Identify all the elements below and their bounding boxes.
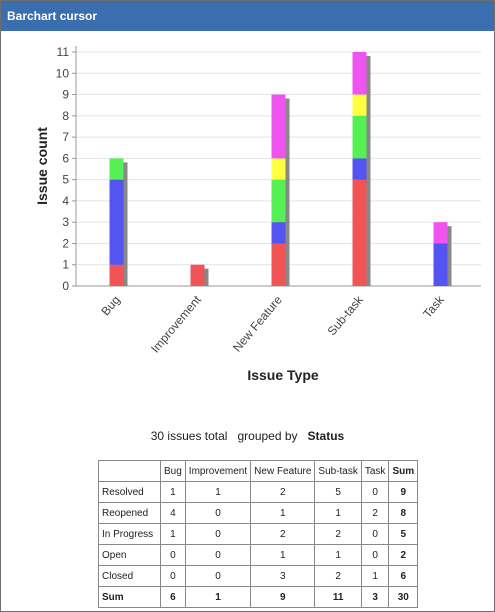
table-cell: 2 <box>314 523 362 545</box>
bar-segment <box>352 179 367 286</box>
table-cell: 1 <box>250 544 316 566</box>
bar-segment <box>352 115 367 159</box>
y-tick-label: 7 <box>62 130 69 144</box>
table-cell: 1 <box>250 502 316 524</box>
table-cell: 0 <box>184 565 252 587</box>
table-cell: In Progress <box>98 523 161 545</box>
table-row: Bug Improvement New Feature Sub-task Task Sum <box>98 460 419 482</box>
y-tick-label: 2 <box>62 236 69 250</box>
table-row: Resolved 1 1 2 5 0 9 <box>98 481 419 503</box>
bar-segment <box>109 179 124 265</box>
table-row: Open 0 0 1 1 0 2 <box>98 544 419 566</box>
x-tick-label: Improvement <box>148 292 204 355</box>
table-cell: 0 <box>360 523 390 545</box>
table-row: Reopened 4 0 1 1 2 8 <box>98 502 419 524</box>
table-cell: 2 <box>314 565 362 587</box>
y-tick-label: 11 <box>57 45 70 59</box>
bar-segment <box>271 94 286 159</box>
summary-grouped: grouped by <box>237 429 298 443</box>
bar-segment <box>352 52 367 95</box>
bar-segment <box>271 222 286 244</box>
summary-total: 30 issues total <box>150 429 228 443</box>
table-cell: 1 <box>184 586 252 608</box>
bar-segment <box>433 222 448 244</box>
table-cell: Closed <box>98 565 161 587</box>
bar-segment <box>109 264 124 286</box>
bar-segment <box>352 158 367 180</box>
table-cell: 6 <box>388 565 419 587</box>
table-row: Closed 0 0 3 2 1 6 <box>98 565 419 587</box>
table-cell: Open <box>98 544 161 566</box>
table-cell: 0 <box>360 544 390 566</box>
x-axis-title: Issue Type <box>247 367 319 383</box>
table-cell: 5 <box>314 481 362 503</box>
table-cell: 3 <box>250 565 316 587</box>
table-cell: 11 <box>314 586 362 608</box>
table-cell: 1 <box>184 481 252 503</box>
table-cell: 30 <box>388 586 419 608</box>
table-cell: 2 <box>250 481 316 503</box>
bar-segment <box>190 264 205 286</box>
y-tick-label: 1 <box>62 258 69 272</box>
table-cell: 3 <box>360 586 390 608</box>
y-tick-label: 5 <box>62 173 69 187</box>
table-cell: 0 <box>184 544 252 566</box>
table-cell: Sum <box>98 586 161 608</box>
table-row: In Progress 1 0 2 2 0 5 <box>98 523 419 545</box>
summary: 30 issues total grouped by Status <box>1 429 494 443</box>
table-cell: Task <box>360 460 390 482</box>
bar-segment <box>271 243 286 286</box>
table-cell: 1 <box>160 523 186 545</box>
table-cell: Sum <box>388 460 419 482</box>
data-table: Bug Improvement New Feature Sub-task Task Sum… <box>98 460 419 608</box>
table-cell: 0 <box>160 565 186 587</box>
table-cell: 2 <box>388 544 419 566</box>
bar-segment <box>271 179 286 223</box>
x-tick-label: Sub-task <box>325 292 367 338</box>
y-tick-label: 0 <box>62 279 69 293</box>
x-tick-label: New Feature <box>230 293 285 355</box>
table-cell: 1 <box>314 544 362 566</box>
x-tick-label: Task <box>420 292 447 321</box>
table-cell: 1 <box>160 481 186 503</box>
x-tick-label: Bug <box>98 293 122 318</box>
table-cell: 5 <box>388 523 419 545</box>
table-cell: 9 <box>250 586 316 608</box>
table-row: Sum 6 1 9 11 3 30 <box>98 586 419 608</box>
gadget-title: Barchart cursor <box>1 1 494 31</box>
y-axis-title: Issue count <box>34 127 50 205</box>
table-cell: 9 <box>388 481 419 503</box>
table-cell: 6 <box>160 586 186 608</box>
table-cell: 0 <box>160 544 186 566</box>
table-cell: Improvement <box>184 460 252 482</box>
bar-segment <box>433 243 448 286</box>
chart: 0 1 2 3 4 5 6 7 8 9 10 11 Issue count Issue Type Bug Im… <box>34 45 481 383</box>
table-cell: 0 <box>184 523 252 545</box>
table-cell: Sub-task <box>314 460 362 482</box>
y-tick-label: 10 <box>56 66 70 80</box>
bar-segment <box>109 158 124 180</box>
table-cell: Bug <box>160 460 186 482</box>
summary-field: Status <box>307 429 345 443</box>
table-cell <box>98 460 161 482</box>
table-cell: Resolved <box>98 481 161 503</box>
y-tick-label: 9 <box>62 88 69 102</box>
y-tick-label: 8 <box>62 109 69 123</box>
table-cell: 2 <box>250 523 316 545</box>
table-cell: Reopened <box>98 502 161 524</box>
bar-segment <box>352 94 367 116</box>
table-cell: 0 <box>360 481 390 503</box>
table-cell: 1 <box>360 565 390 587</box>
table-cell: New Feature <box>250 460 316 482</box>
table-cell: 0 <box>184 502 252 524</box>
table-cell: 1 <box>314 502 362 524</box>
table-cell: 4 <box>160 502 186 524</box>
y-tick-label: 3 <box>62 215 69 229</box>
table-cell: 2 <box>360 502 390 524</box>
table-cell: 8 <box>388 502 419 524</box>
y-tick-label: 6 <box>62 151 69 165</box>
y-tick-label: 4 <box>62 194 69 208</box>
bar-segment <box>271 158 286 180</box>
